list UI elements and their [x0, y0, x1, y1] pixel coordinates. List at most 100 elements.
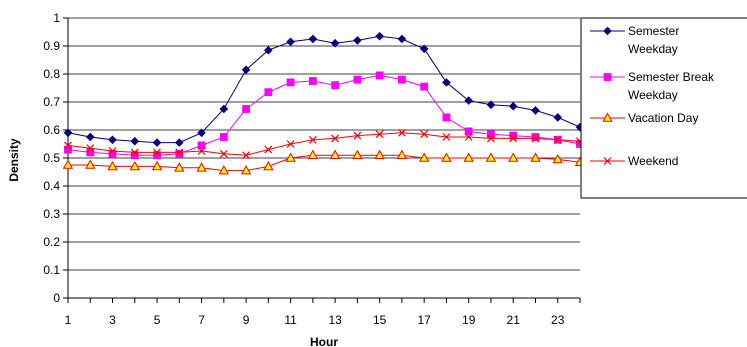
legend-swatch-marker — [603, 157, 612, 165]
x-tick-label: 11 — [284, 313, 297, 327]
x-tick-label: 3 — [109, 313, 116, 327]
data-point — [442, 113, 451, 122]
data-point — [530, 152, 541, 162]
data-point — [464, 96, 474, 105]
data-point — [308, 77, 317, 85]
data-point — [174, 162, 185, 172]
data-point — [151, 160, 163, 171]
y-tick-label: 0.1 — [43, 263, 60, 277]
data-point — [108, 147, 117, 155]
y-tick-label: 1 — [53, 11, 60, 25]
y-tick-label: 0.6 — [43, 123, 60, 137]
y-tick-label: 0.9 — [43, 39, 60, 53]
series-line — [67, 132, 581, 156]
legend-label: Semester Break — [628, 70, 715, 84]
data-point — [442, 133, 451, 141]
data-point — [397, 34, 407, 44]
series-semester-break-weekday — [64, 71, 584, 160]
data-point — [442, 78, 451, 87]
data-point — [153, 148, 161, 157]
data-point — [197, 147, 206, 155]
legend-entry: Weekend — [590, 154, 678, 168]
data-point — [464, 133, 473, 141]
data-point — [330, 38, 340, 48]
x-axis-title: Hour — [310, 335, 338, 347]
data-point — [130, 148, 139, 157]
data-point — [240, 165, 252, 175]
data-point — [62, 159, 74, 169]
data-point — [331, 81, 340, 90]
data-point — [486, 100, 496, 110]
data-point — [152, 138, 162, 147]
data-point — [197, 141, 206, 150]
series-layer — [62, 31, 586, 175]
y-tick-label: 0 — [53, 291, 60, 305]
data-point — [307, 149, 319, 159]
data-point — [108, 135, 117, 145]
data-point — [531, 106, 540, 115]
x-tick-label: 19 — [462, 313, 476, 327]
legend-label: Semester — [628, 24, 679, 38]
data-point — [397, 128, 406, 137]
y-tick-label: 0.5 — [43, 151, 60, 165]
legend-label: Weekday — [628, 42, 678, 56]
data-point — [197, 128, 206, 138]
data-point — [396, 149, 408, 159]
data-point — [286, 140, 295, 148]
x-tick-label: 13 — [328, 313, 342, 327]
data-point — [375, 130, 384, 139]
data-point — [286, 78, 295, 87]
data-point — [487, 134, 495, 143]
data-point — [553, 113, 563, 122]
data-point — [463, 152, 474, 162]
y-tick-label: 0.7 — [43, 95, 60, 109]
data-point — [285, 152, 296, 162]
data-point — [264, 145, 273, 154]
data-point — [241, 65, 251, 75]
data-point — [464, 127, 473, 136]
data-point — [352, 149, 363, 159]
data-point — [398, 75, 406, 84]
data-point — [196, 162, 207, 172]
y-tick-label: 0.4 — [43, 179, 60, 193]
data-point — [308, 135, 317, 144]
data-point — [219, 133, 228, 141]
data-point — [86, 144, 95, 153]
data-point — [264, 45, 273, 55]
y-ticks: 0 0.1 0.2 0.3 0.4 0.5 0.6 0.7 0.8 0.9 1 — [43, 11, 68, 305]
data-point — [130, 136, 140, 146]
data-point — [264, 88, 273, 97]
data-point — [219, 104, 229, 114]
x-tick-label: 21 — [507, 313, 521, 327]
data-point — [129, 160, 140, 171]
legend-label: Weekend — [628, 154, 678, 168]
y-tick-label: 0.2 — [43, 235, 60, 249]
data-point — [175, 149, 184, 158]
data-point — [174, 138, 184, 147]
data-point — [175, 148, 184, 157]
data-point — [441, 152, 452, 162]
legend-entry: Semester Weekday — [590, 24, 679, 56]
x-tick-label: 15 — [373, 313, 387, 327]
x-tick-label: 7 — [198, 313, 205, 327]
data-point — [85, 132, 95, 142]
legend-box — [580, 17, 747, 199]
data-point — [375, 71, 384, 80]
x-tick-label: 17 — [417, 313, 431, 327]
data-point — [509, 134, 518, 143]
series-weekend — [64, 128, 584, 160]
series-vacation-day — [62, 149, 586, 175]
gridlines — [68, 17, 580, 271]
data-point — [353, 131, 362, 140]
data-point — [263, 160, 274, 171]
legend-label: Vacation Day — [628, 111, 698, 125]
data-point — [508, 152, 519, 162]
data-point — [218, 165, 229, 175]
data-point — [419, 44, 429, 54]
legend-swatch-marker — [602, 112, 613, 122]
x-tick-label: 9 — [243, 313, 250, 327]
legend-swatch-marker — [603, 73, 612, 81]
data-point — [531, 134, 540, 143]
series-line — [68, 154, 581, 172]
series-semester-weekday — [63, 31, 585, 147]
